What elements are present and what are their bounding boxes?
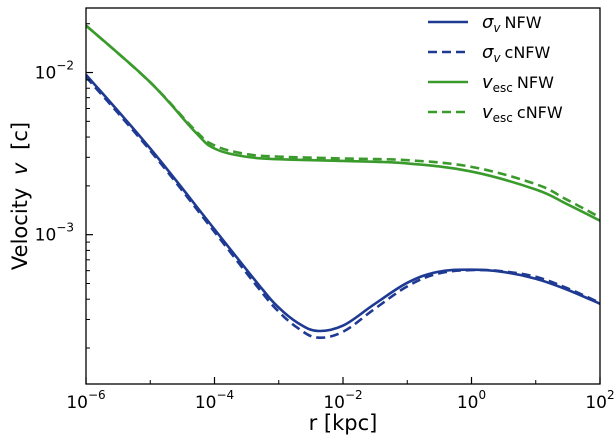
y-axis-title: Velocity v [c] — [8, 122, 32, 270]
x-tick-label: 10−4 — [195, 388, 234, 413]
series-line-vesc-nfw — [86, 24, 600, 222]
y-tick-label: 10−2 — [35, 59, 74, 84]
y-axis-title-unit: [c] — [8, 122, 32, 150]
x-tick-label: 100 — [457, 388, 486, 413]
y-axis-title-text: Velocity — [8, 188, 32, 270]
y-axis-title-var: v — [8, 162, 32, 175]
plot-frame — [85, 7, 601, 385]
y-tick-label: 10−3 — [35, 221, 74, 246]
legend: σv NFW σv cNFW vesc NFW vesc cNFW — [428, 12, 563, 125]
series-line-vesc-cnfw — [86, 24, 600, 219]
x-tick-label: 10−2 — [323, 388, 362, 413]
ticks-layer: 10−6 10−4 10−2 100 102 10−3 10−2 — [35, 23, 615, 413]
x-tick-label: 102 — [585, 388, 614, 413]
legend-label-sigmav-nfw: σv NFW — [482, 12, 542, 35]
legend-label-vesc-cnfw: vesc cNFW — [482, 102, 563, 125]
series-line-sigmav-cnfw — [86, 76, 600, 340]
x-tick-label: 10−6 — [66, 388, 105, 413]
series-layer — [86, 24, 600, 340]
x-axis-title: r [kpc] — [309, 411, 378, 435]
legend-label-sigmav-cnfw: σv cNFW — [482, 42, 551, 65]
legend-label-vesc-nfw: vesc NFW — [482, 72, 554, 95]
